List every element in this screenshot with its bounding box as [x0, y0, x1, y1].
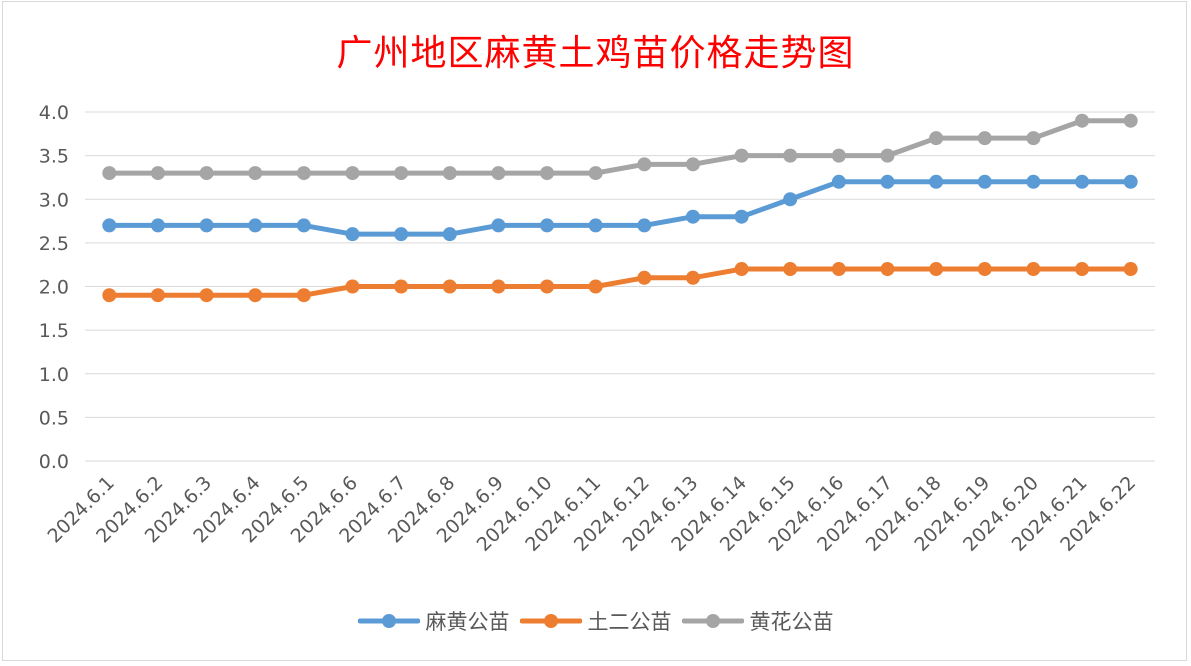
data-point — [296, 288, 311, 303]
data-point — [345, 279, 360, 294]
legend-swatch — [681, 614, 744, 628]
data-point — [1026, 174, 1041, 189]
data-point — [1075, 262, 1090, 277]
data-point — [929, 262, 944, 277]
data-point — [1123, 174, 1138, 189]
data-point — [588, 279, 603, 294]
series-line-0 — [106, 179, 1134, 237]
data-point — [540, 218, 555, 233]
data-point — [1075, 113, 1090, 128]
y-tick-label: 2.0 — [39, 277, 69, 299]
data-point — [248, 218, 263, 233]
y-tick-label: 1.5 — [39, 320, 69, 342]
y-tick-label: 3.5 — [39, 146, 69, 168]
data-point — [637, 157, 652, 172]
data-point — [102, 288, 117, 303]
data-point — [831, 148, 846, 163]
data-point — [929, 131, 944, 146]
y-tick-label: 1.0 — [39, 364, 69, 386]
data-point — [102, 166, 117, 181]
data-point — [783, 148, 798, 163]
data-point — [199, 288, 214, 303]
data-point — [685, 209, 700, 224]
data-point — [394, 166, 409, 181]
legend-swatch — [357, 614, 420, 628]
y-tick-label: 0.5 — [39, 407, 69, 429]
data-point — [734, 209, 749, 224]
legend[interactable]: 麻黄公苗 土二公苗 黄花公苗 — [3, 606, 1188, 636]
data-point — [150, 166, 165, 181]
plot-area: 0.00.51.01.52.02.53.03.54.02024.6.12024.… — [39, 102, 1155, 556]
data-point — [1075, 174, 1090, 189]
legend-item[interactable]: 黄花公苗 — [681, 606, 834, 636]
legend-item[interactable]: 麻黄公苗 — [357, 606, 510, 636]
data-point — [345, 227, 360, 242]
y-tick-label: 0.0 — [39, 451, 69, 473]
data-point — [977, 262, 992, 277]
data-point — [977, 131, 992, 146]
legend-item[interactable]: 土二公苗 — [519, 606, 672, 636]
data-point — [394, 279, 409, 294]
data-point — [1123, 113, 1138, 128]
data-point — [734, 262, 749, 277]
data-point — [734, 148, 749, 163]
data-point — [102, 218, 117, 233]
legend-swatch — [519, 614, 582, 628]
data-point — [588, 166, 603, 181]
data-point — [540, 279, 555, 294]
data-point — [296, 218, 311, 233]
legend-label: 土二公苗 — [587, 610, 672, 634]
data-point — [248, 166, 263, 181]
data-point — [199, 166, 214, 181]
data-point — [783, 262, 798, 277]
data-point — [880, 262, 895, 277]
data-point — [588, 218, 603, 233]
data-point — [491, 279, 506, 294]
data-point — [831, 262, 846, 277]
series-line-2 — [106, 118, 1134, 176]
y-tick-label: 2.5 — [39, 233, 69, 255]
data-point — [880, 148, 895, 163]
chart-title: 广州地区麻黄土鸡苗价格走势图 — [336, 33, 855, 74]
data-point — [442, 279, 457, 294]
y-tick-label: 3.0 — [39, 189, 69, 211]
data-point — [685, 157, 700, 172]
data-point — [637, 270, 652, 285]
data-point — [880, 174, 895, 189]
data-point — [783, 192, 798, 207]
data-point — [491, 218, 506, 233]
data-point — [1026, 131, 1041, 146]
data-point — [977, 174, 992, 189]
data-point — [442, 227, 457, 242]
data-point — [637, 218, 652, 233]
data-point — [491, 166, 506, 181]
data-point — [685, 270, 700, 285]
data-point — [1123, 262, 1138, 277]
y-tick-label: 4.0 — [39, 102, 69, 124]
data-point — [296, 166, 311, 181]
data-point — [150, 288, 165, 303]
data-point — [831, 174, 846, 189]
data-point — [150, 218, 165, 233]
data-point — [929, 174, 944, 189]
data-point — [248, 288, 263, 303]
series-line-1 — [106, 266, 1134, 298]
legend-label: 黄花公苗 — [749, 610, 834, 634]
legend-label: 麻黄公苗 — [425, 610, 510, 634]
data-point — [442, 166, 457, 181]
data-point — [1026, 262, 1041, 277]
data-point — [199, 218, 214, 233]
data-point — [394, 227, 409, 242]
data-point — [540, 166, 555, 181]
data-point — [345, 166, 360, 181]
